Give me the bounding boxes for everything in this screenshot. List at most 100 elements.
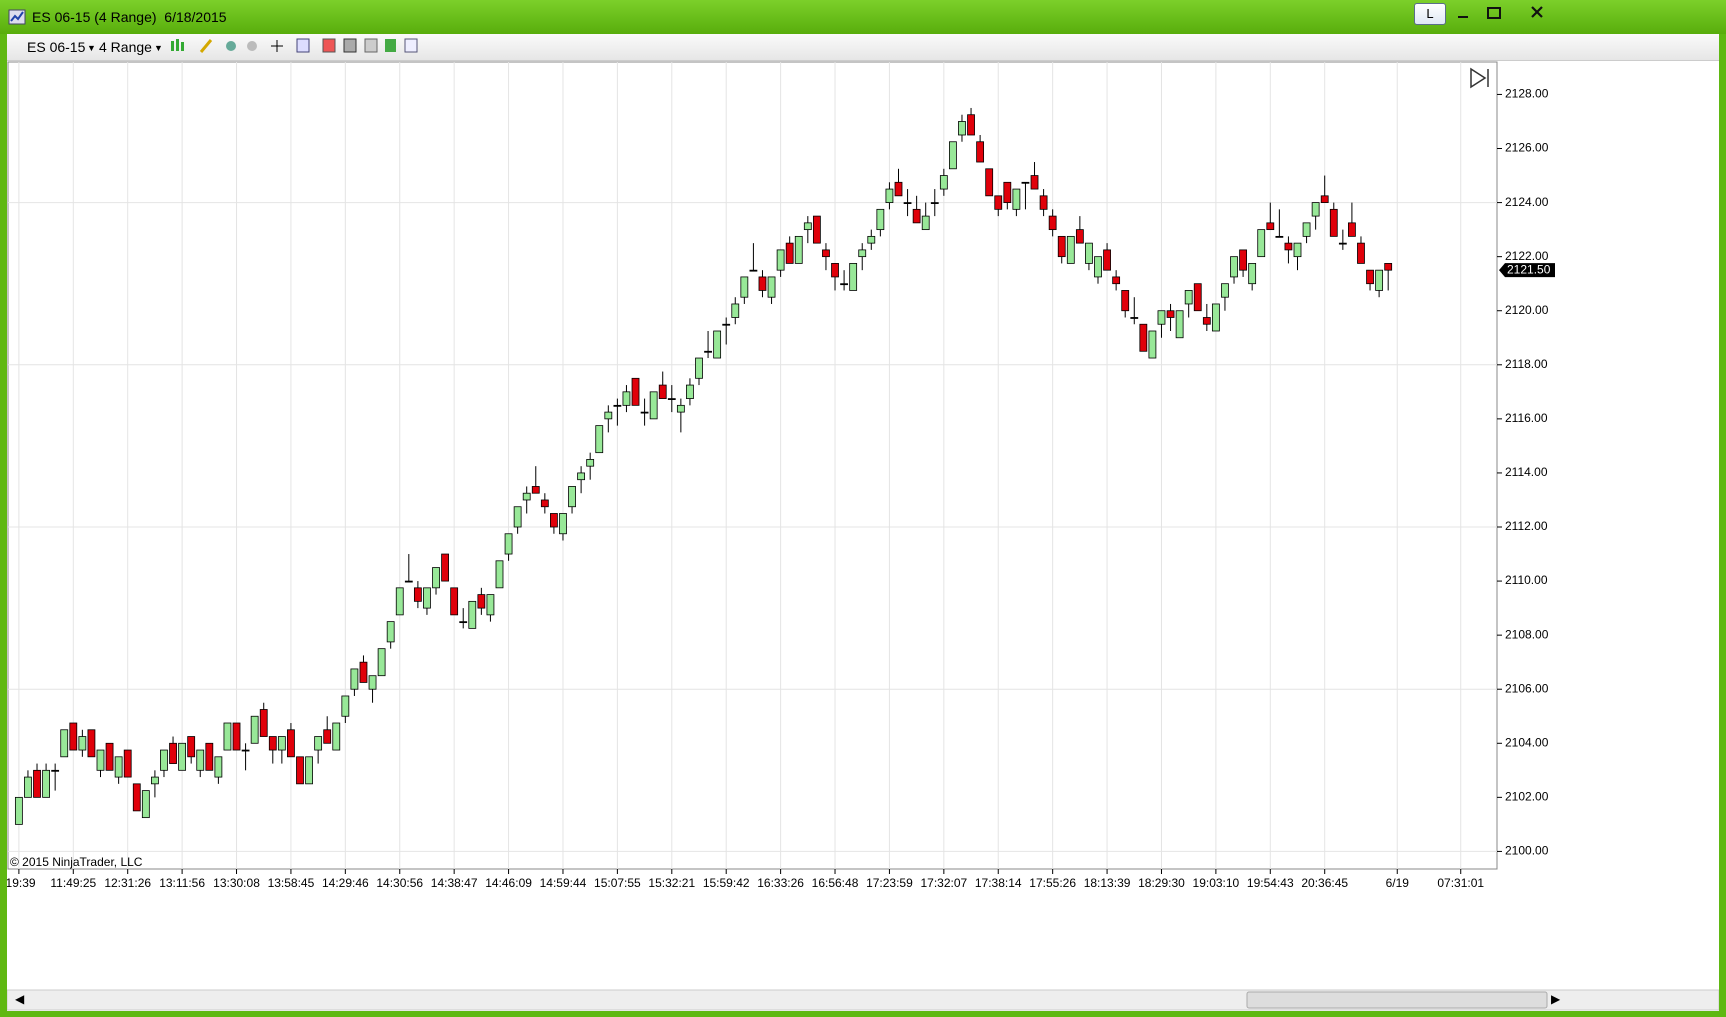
candle-up: [196, 749, 205, 771]
candle-down: [1057, 235, 1066, 258]
candle-up: [1338, 242, 1347, 245]
candle-down: [287, 729, 295, 758]
zoom-out-button[interactable]: [247, 41, 257, 51]
candle-up: [876, 208, 885, 231]
candle-up: [613, 404, 622, 407]
y-tick-label: 2122.00: [1505, 249, 1549, 263]
indicators-button[interactable]: [343, 38, 357, 53]
candle-up: [640, 411, 649, 414]
x-tick-label: :19:39: [7, 876, 36, 890]
candle-down: [658, 384, 667, 399]
strategies-button[interactable]: [322, 38, 336, 53]
close-button[interactable]: [1531, 6, 1543, 18]
candle-up: [486, 594, 495, 616]
chart: ◀ ▶ 2100.00 2102.00 2104.00 2106.00 2108.00 2…: [7, 61, 1719, 1011]
candle-up: [1257, 229, 1266, 258]
candle-up: [604, 411, 613, 420]
x-tick-label: 07:31:01: [1437, 876, 1484, 890]
x-tick-label: 16:33:26: [757, 876, 804, 890]
candle-up: [858, 249, 867, 258]
candle-down: [531, 486, 540, 494]
candle-up: [214, 756, 223, 778]
candle-up: [1275, 235, 1284, 238]
chart-style-button[interactable]: [171, 39, 184, 51]
y-tick-label: 2116.00: [1505, 411, 1548, 425]
candle-up: [731, 303, 740, 318]
x-tick-label: 18:13:39: [1084, 876, 1131, 890]
properties-button[interactable]: [404, 38, 418, 53]
candle-down: [1112, 276, 1121, 285]
candle-up: [141, 790, 150, 819]
link-button[interactable]: L: [1414, 3, 1446, 25]
x-tick-label: 17:32:07: [920, 876, 967, 890]
candle-up: [867, 235, 876, 244]
candle-up: [794, 235, 803, 264]
candle-up: [622, 391, 631, 406]
candle-up: [42, 769, 50, 798]
candle-up: [250, 715, 259, 744]
y-tick-label: 2100.00: [1505, 844, 1549, 858]
x-tick-label: 14:38:47: [431, 876, 478, 890]
x-tick-label: 13:11:56: [159, 876, 205, 890]
x-tick-label: 15:59:42: [703, 876, 750, 890]
candle-up: [395, 587, 404, 616]
candle-up: [160, 749, 168, 771]
candle-up: [749, 269, 758, 272]
candle-up: [1293, 242, 1302, 258]
candle-up: [178, 742, 187, 771]
scroll-right[interactable]: ▶: [1551, 992, 1561, 1006]
candle-up: [1175, 310, 1184, 339]
candle-up: [776, 249, 785, 271]
zoom-in-button[interactable]: [226, 41, 236, 51]
scrollbar-thumb[interactable]: [1246, 991, 1548, 1009]
candle-down: [1039, 195, 1048, 210]
candle-up: [1302, 222, 1311, 237]
candle-up: [504, 533, 513, 555]
candle-down: [1284, 242, 1293, 251]
candle-down: [967, 114, 975, 136]
candle-down: [123, 749, 132, 778]
scroll-left[interactable]: ◀: [15, 992, 25, 1006]
candle-down: [477, 594, 486, 609]
toolbar-icons: [171, 38, 418, 53]
candle-down: [540, 499, 549, 508]
y-tick-label: 2104.00: [1505, 735, 1549, 749]
y-tick-label: 2114.00: [1505, 465, 1548, 479]
x-tick-label: 16:56:48: [812, 876, 859, 890]
candle-down: [1193, 283, 1202, 312]
y-tick-label: 2124.00: [1505, 195, 1549, 209]
candle-up: [767, 276, 776, 298]
candle-up: [1012, 188, 1021, 210]
candle-up: [386, 621, 395, 643]
y-tick-label: 2110.00: [1505, 573, 1548, 587]
last-price-marker: [1499, 263, 1555, 278]
candle-down: [132, 783, 141, 812]
order-button[interactable]: [385, 39, 396, 52]
dropdown-arrow[interactable]: ▼: [87, 43, 96, 53]
candle-up: [341, 695, 350, 717]
candle-down: [1348, 222, 1356, 237]
dropdown-arrow[interactable]: ▼: [154, 43, 163, 53]
maximize-button[interactable]: [1487, 7, 1501, 19]
candle-down: [1202, 317, 1211, 325]
instrument-selector[interactable]: ES 06-15: [27, 39, 86, 55]
candle-down: [631, 377, 640, 406]
minimize-button[interactable]: [1458, 16, 1468, 18]
crosshair-button[interactable]: [271, 40, 283, 52]
lines-button[interactable]: [364, 38, 378, 53]
draw-tool-button[interactable]: [199, 39, 213, 53]
candle-up: [577, 472, 586, 481]
candle-up: [432, 567, 440, 589]
candle-down: [259, 709, 268, 737]
candle-up: [1211, 303, 1220, 332]
candle-down: [1320, 195, 1329, 203]
data-box-button[interactable]: [296, 38, 310, 53]
go-to-end-button[interactable]: [1470, 67, 1489, 89]
candle-up: [1021, 181, 1030, 184]
candle-up: [586, 459, 595, 467]
period-selector[interactable]: 4 Range: [99, 39, 152, 55]
candle-up: [305, 756, 313, 785]
candle-up: [368, 675, 377, 690]
y-tick-label: 2108.00: [1505, 627, 1549, 641]
candle-down: [1048, 215, 1057, 231]
